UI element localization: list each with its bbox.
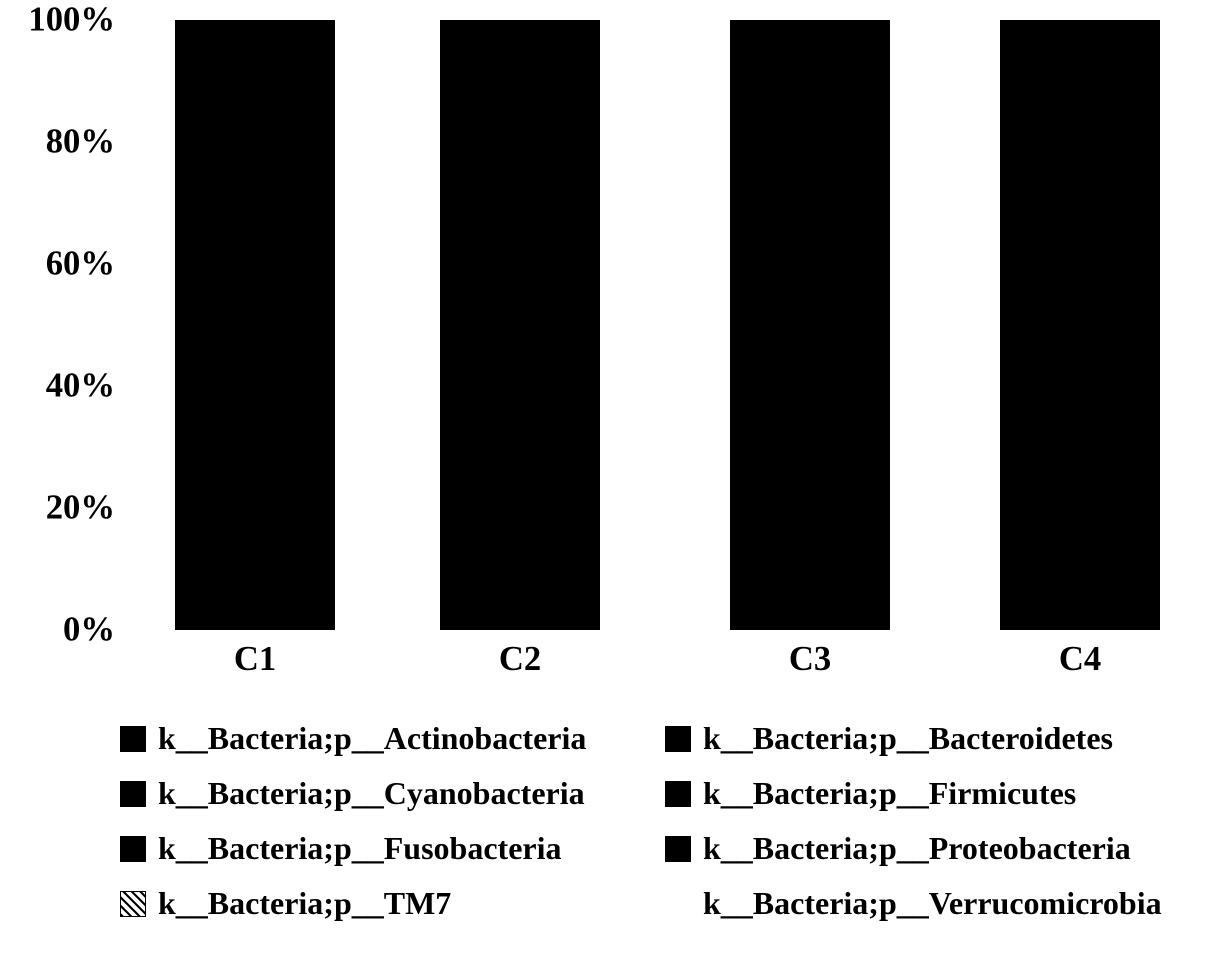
ytick-label: 60% xyxy=(0,245,115,284)
legend-label: k__Bacteria;p__Verrucomicrobia xyxy=(703,885,1162,922)
ytick-label: 80% xyxy=(0,123,115,162)
ytick-label: 20% xyxy=(0,489,115,528)
legend-item: k__Bacteria;p__Firmicutes xyxy=(665,775,1180,812)
plot-area xyxy=(130,20,1190,630)
bar-c3 xyxy=(730,20,890,630)
legend-item: k__Bacteria;p__Fusobacteria xyxy=(120,830,635,867)
legend-label: k__Bacteria;p__TM7 xyxy=(158,885,451,922)
legend-item: k__Bacteria;p__Proteobacteria xyxy=(665,830,1180,867)
legend-swatch-icon xyxy=(665,781,691,807)
legend: k__Bacteria;p__Actinobacteria k__Bacteri… xyxy=(120,720,1180,922)
legend-item: k__Bacteria;p__Actinobacteria xyxy=(120,720,635,757)
ytick-label: 0% xyxy=(0,611,115,650)
bar-c1 xyxy=(175,20,335,630)
xlabel: C1 xyxy=(175,640,335,679)
legend-swatch-icon xyxy=(120,781,146,807)
legend-swatch-icon xyxy=(665,836,691,862)
legend-label: k__Bacteria;p__Fusobacteria xyxy=(158,830,562,867)
xlabel: C2 xyxy=(440,640,600,679)
legend-label: k__Bacteria;p__Proteobacteria xyxy=(703,830,1131,867)
legend-swatch-icon xyxy=(120,836,146,862)
legend-item: k__Bacteria;p__Bacteroidetes xyxy=(665,720,1180,757)
xlabel: C4 xyxy=(1000,640,1160,679)
legend-label: k__Bacteria;p__Actinobacteria xyxy=(158,720,586,757)
xlabel: C3 xyxy=(730,640,890,679)
x-axis: C1 C2 C3 C4 xyxy=(130,640,1190,690)
legend-swatch-icon xyxy=(665,891,691,917)
ytick-label: 100% xyxy=(0,1,115,40)
legend-label: k__Bacteria;p__Cyanobacteria xyxy=(158,775,585,812)
stacked-bar-chart: 100% 80% 60% 40% 20% 0% C1 C2 C3 C4 k__B… xyxy=(0,0,1227,959)
legend-swatch-icon xyxy=(120,891,146,917)
legend-swatch-icon xyxy=(120,726,146,752)
bar-c4 xyxy=(1000,20,1160,630)
legend-item: k__Bacteria;p__TM7 xyxy=(120,885,635,922)
legend-label: k__Bacteria;p__Bacteroidetes xyxy=(703,720,1113,757)
ytick-label: 40% xyxy=(0,367,115,406)
legend-swatch-icon xyxy=(665,726,691,752)
legend-item: k__Bacteria;p__Cyanobacteria xyxy=(120,775,635,812)
legend-label: k__Bacteria;p__Firmicutes xyxy=(703,775,1076,812)
bar-c2 xyxy=(440,20,600,630)
legend-item: k__Bacteria;p__Verrucomicrobia xyxy=(665,885,1180,922)
